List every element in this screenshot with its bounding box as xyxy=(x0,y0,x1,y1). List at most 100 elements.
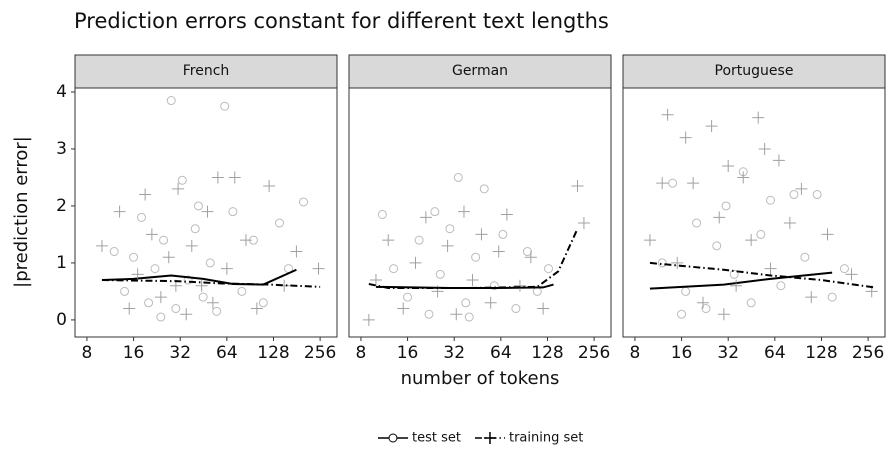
train-point xyxy=(805,291,818,304)
test-point xyxy=(498,229,508,239)
test-point xyxy=(220,101,230,111)
train-point xyxy=(290,245,303,258)
train-point xyxy=(492,245,505,258)
trend-line xyxy=(649,271,833,290)
test-point xyxy=(183,275,193,285)
y-tick-label: 0 xyxy=(56,310,67,330)
y-tick-label: 4 xyxy=(56,82,67,102)
legend-marker xyxy=(388,433,398,443)
chart-title: Prediction errors constant for different… xyxy=(74,9,609,33)
test-point xyxy=(198,292,208,302)
x-tick-label: 128 xyxy=(805,343,837,363)
x-tick-label: 64 xyxy=(764,343,786,363)
train-point xyxy=(764,262,777,275)
train-point xyxy=(713,211,726,224)
test-point xyxy=(171,304,181,314)
y-tick-label: 2 xyxy=(56,196,67,216)
test-point xyxy=(464,312,474,322)
train-point xyxy=(466,274,479,287)
test-point xyxy=(275,218,285,228)
train-point xyxy=(845,268,858,281)
train-point xyxy=(180,308,193,321)
test-point xyxy=(839,264,849,274)
train-point xyxy=(484,296,497,309)
test-point xyxy=(471,252,481,262)
legend-marker xyxy=(483,432,496,444)
train-point xyxy=(211,171,224,184)
train-point xyxy=(687,177,700,190)
train-point xyxy=(250,302,263,315)
train-point xyxy=(419,211,432,224)
test-point xyxy=(258,298,268,308)
train-point xyxy=(722,160,735,173)
train-point xyxy=(263,180,276,193)
x-axis-label: number of tokens xyxy=(401,368,560,389)
strip xyxy=(74,54,338,89)
test-point xyxy=(414,235,424,245)
x-tick-label: 64 xyxy=(490,343,512,363)
train-point xyxy=(409,256,422,269)
test-point xyxy=(721,201,731,211)
test-point xyxy=(445,224,455,234)
test-point xyxy=(212,306,222,316)
test-point xyxy=(194,201,204,211)
train-point xyxy=(457,205,470,218)
train-point xyxy=(679,131,692,144)
x-tick-label: 128 xyxy=(531,343,563,363)
test-point xyxy=(701,304,711,314)
x-tick-label: 128 xyxy=(257,343,289,363)
x-tick-label: 16 xyxy=(671,343,693,363)
test-point xyxy=(668,178,678,188)
x-tick-label: 16 xyxy=(397,343,419,363)
test-point xyxy=(677,309,687,319)
test-point xyxy=(150,264,160,274)
strip xyxy=(348,54,612,89)
x-tick-label: 8 xyxy=(630,343,641,363)
legend-label: test set xyxy=(412,431,461,446)
trend-line xyxy=(375,283,554,289)
train-point xyxy=(362,313,375,326)
x-tick-label: 8 xyxy=(356,343,367,363)
test-point xyxy=(205,258,215,268)
x-tick-label: 32 xyxy=(169,343,191,363)
test-point xyxy=(120,286,130,296)
train-point xyxy=(571,180,584,193)
test-point xyxy=(129,252,139,262)
y-tick-label: 1 xyxy=(56,253,67,273)
y-axis-label: |prediction error| xyxy=(11,136,32,288)
train-point xyxy=(185,239,198,252)
train-point xyxy=(397,302,410,315)
test-point xyxy=(177,175,187,185)
train-point xyxy=(696,296,709,309)
train-point xyxy=(239,234,252,247)
facet-title: French xyxy=(183,63,230,79)
test-point xyxy=(789,190,799,200)
x-tick-label: 32 xyxy=(443,343,465,363)
test-point xyxy=(522,247,532,257)
train-point xyxy=(513,279,526,292)
train-point xyxy=(228,171,241,184)
test-point xyxy=(159,235,169,245)
train-point xyxy=(656,177,669,190)
legend-label: training set xyxy=(509,431,583,446)
test-point xyxy=(827,292,837,302)
train-point xyxy=(737,171,750,184)
test-point xyxy=(389,264,399,274)
y-tick-label: 3 xyxy=(56,139,67,159)
x-tick-label: 64 xyxy=(216,343,238,363)
train-point xyxy=(577,217,590,230)
train-point xyxy=(172,182,185,195)
test-point xyxy=(489,281,499,291)
train-point xyxy=(821,228,834,241)
test-point xyxy=(657,258,667,268)
train-point xyxy=(441,239,454,252)
train-point xyxy=(643,234,656,247)
test-point xyxy=(729,269,739,279)
train-point xyxy=(500,208,513,221)
train-point xyxy=(201,205,214,218)
train-point xyxy=(154,291,167,304)
train-point xyxy=(382,234,395,247)
train-point xyxy=(524,251,537,264)
train-point xyxy=(671,256,684,269)
train-point xyxy=(131,268,144,281)
